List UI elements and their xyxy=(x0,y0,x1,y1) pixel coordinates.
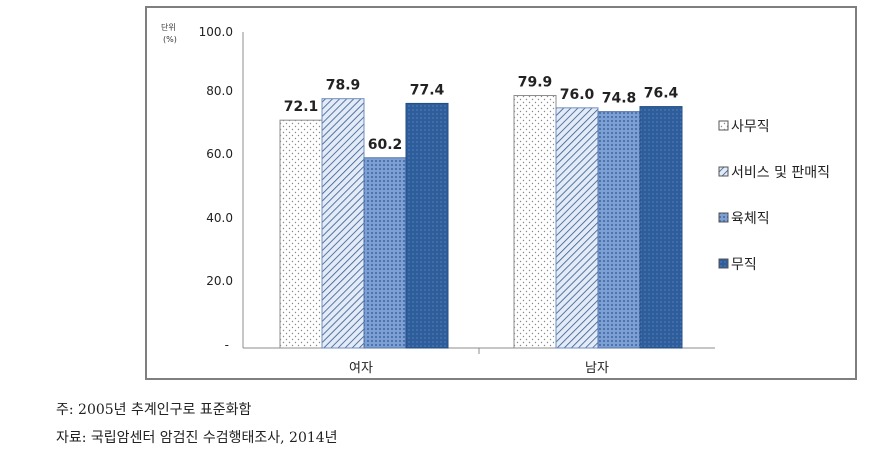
bar-mujik-namja xyxy=(639,106,683,349)
legend: 사무직 서비스 및 판매직 육체직 무직 xyxy=(718,119,830,273)
data-label: 78.9 xyxy=(326,78,361,94)
legend-swatch-service xyxy=(718,166,729,177)
data-label: 77.4 xyxy=(410,82,445,98)
footnote: 주: 2005년 추계인구로 표준화함 xyxy=(56,402,252,418)
data-label: 76.0 xyxy=(560,87,595,103)
unit-label-line1: 단위 xyxy=(161,22,176,32)
legend-label-mujik: 무직 xyxy=(731,257,757,273)
bar-samujik-yeoja xyxy=(279,119,323,349)
legend-swatch-yukchejik xyxy=(718,212,729,223)
data-label: 60.2 xyxy=(368,137,403,153)
y-tick-label: 100.0 xyxy=(199,25,233,39)
legend-label-yukchejik: 육체직 xyxy=(731,211,770,227)
chart-frame: 단위 (%) 100.0 80.0 60.0 40.0 20.0 - 여자 남자… xyxy=(145,6,857,380)
legend-label-service: 서비스 및 판매직 xyxy=(731,165,830,181)
y-tick-label: - xyxy=(225,338,229,352)
legend-swatch-samujik xyxy=(718,120,729,131)
data-label: 72.1 xyxy=(284,99,319,115)
data-label: 74.8 xyxy=(602,91,637,107)
bar-service-namja xyxy=(555,107,599,349)
x-category-label: 남자 xyxy=(585,361,609,376)
y-tick-label: 60.0 xyxy=(206,147,233,161)
bar-chart: 단위 (%) 100.0 80.0 60.0 40.0 20.0 - 여자 남자… xyxy=(161,22,830,376)
data-label: 76.4 xyxy=(644,86,679,102)
bar-yukchejik-yeoja xyxy=(363,157,407,349)
y-tick-label: 80.0 xyxy=(206,84,233,98)
y-tick-label: 20.0 xyxy=(206,274,233,288)
legend-label-samujik: 사무직 xyxy=(731,119,770,135)
legend-swatch-mujik xyxy=(718,258,729,269)
y-tick-label: 40.0 xyxy=(206,211,233,225)
x-category-label: 여자 xyxy=(349,361,373,376)
source-note: 자료: 국립암센터 암검진 수검행태조사, 2014년 xyxy=(56,430,338,446)
bar-yukchejik-namja xyxy=(597,111,641,349)
bar-mujik-yeoja xyxy=(405,102,449,349)
bar-samujik-namja xyxy=(513,95,557,349)
unit-label-line2: (%) xyxy=(163,35,177,44)
data-label: 79.9 xyxy=(518,75,553,91)
bar-service-yeoja xyxy=(321,98,365,349)
